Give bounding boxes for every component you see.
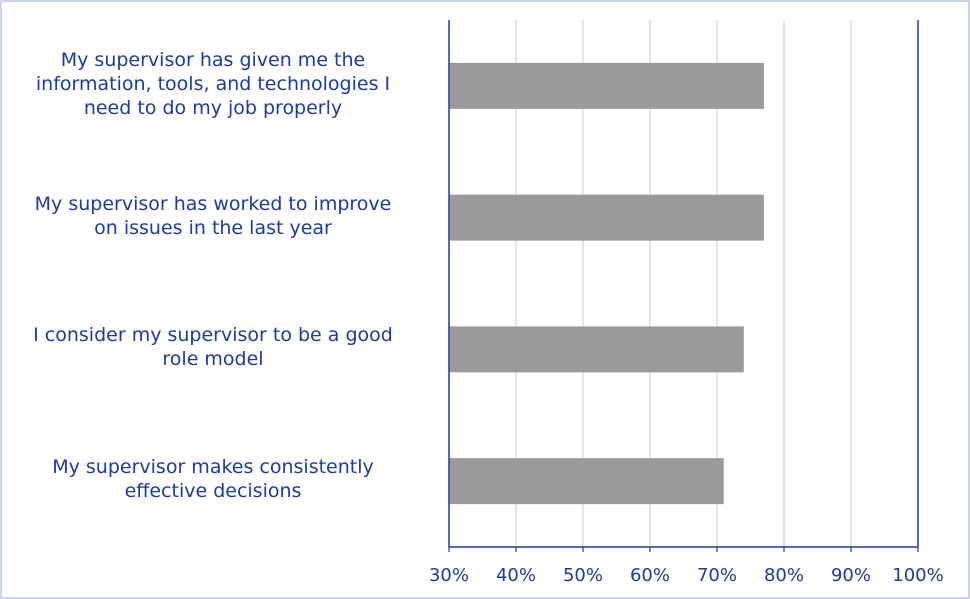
bar-1 — [449, 62, 764, 109]
x-tick-label: 30% — [429, 565, 469, 586]
category-label-line: on issues in the last year — [94, 216, 332, 239]
category-label-line: My supervisor has given me the — [60, 48, 366, 71]
category-label-line: My supervisor makes consistently — [52, 456, 374, 479]
category-label-line: I consider my supervisor to be a good — [33, 324, 393, 347]
category-label-4: My supervisor makes consistently effectiv… — [0, 455, 428, 503]
x-tick-label: 80% — [764, 565, 804, 586]
category-label-line: My supervisor has worked to improve — [34, 192, 392, 215]
category-label-line: need to do my job properly — [83, 96, 343, 119]
category-label-1: My supervisor has given me the informatio… — [0, 48, 428, 120]
x-tick-label: 50% — [563, 565, 603, 586]
category-label-line: information, tools, and technologies I — [35, 72, 391, 95]
category-label-2: My supervisor has worked to improve on is… — [0, 192, 428, 240]
x-tick-label: 60% — [630, 565, 670, 586]
x-tick-label: 90% — [831, 565, 871, 586]
category-label-3: I consider my supervisor to be a good rol… — [0, 323, 428, 371]
x-tick-label: 100% — [892, 565, 943, 586]
bar-3 — [449, 326, 744, 373]
category-label-line: role model — [162, 348, 264, 371]
x-tick-label: 40% — [496, 565, 536, 586]
category-label-line: effective decisions — [124, 480, 302, 503]
bar-4 — [449, 458, 724, 505]
bar-2 — [449, 194, 764, 241]
x-tick-label: 70% — [697, 565, 737, 586]
